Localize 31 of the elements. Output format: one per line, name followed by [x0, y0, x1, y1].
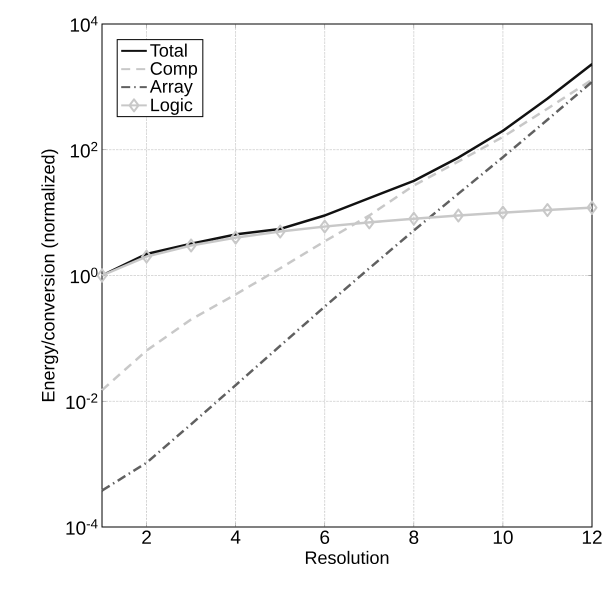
point: [364, 215, 375, 230]
x-tick-label: 6: [320, 530, 330, 544]
x-tick-label: 2: [142, 530, 151, 544]
legend-label: Array: [150, 80, 193, 96]
point: [186, 238, 197, 252]
x-tick-label: 8: [409, 530, 418, 544]
point: [408, 212, 420, 226]
legend-label: Comp: [150, 62, 198, 78]
line-series: [100, 62, 594, 277]
y-axis-title: Energy/conversion (normalized): [41, 150, 58, 402]
y-tick-label: 10$^{2}$: [70, 142, 98, 158]
point: [497, 206, 508, 220]
y-tick-label: 10$^{-2}$: [66, 393, 98, 410]
line-series: [100, 80, 594, 492]
point: [319, 220, 330, 234]
point: [230, 230, 242, 245]
x-axis-title: Resolution: [306, 550, 388, 564]
y-tick-label: 10$^{-4}$: [66, 519, 98, 535]
legend-label: Logic: [151, 98, 192, 115]
point: [452, 208, 464, 222]
x-tick-label: 10: [494, 530, 513, 544]
point: [542, 203, 553, 218]
y-tick-label: 10$^{0}$: [70, 268, 98, 284]
legend-label: Total: [150, 44, 187, 57]
point: [96, 268, 108, 282]
point: [274, 224, 286, 239]
y-tick-label: 10$^{4}$: [70, 16, 98, 32]
x-tick-label: 12: [582, 530, 602, 544]
point: [141, 250, 152, 264]
x-tick-label: 4: [230, 530, 240, 544]
point: [586, 200, 598, 215]
